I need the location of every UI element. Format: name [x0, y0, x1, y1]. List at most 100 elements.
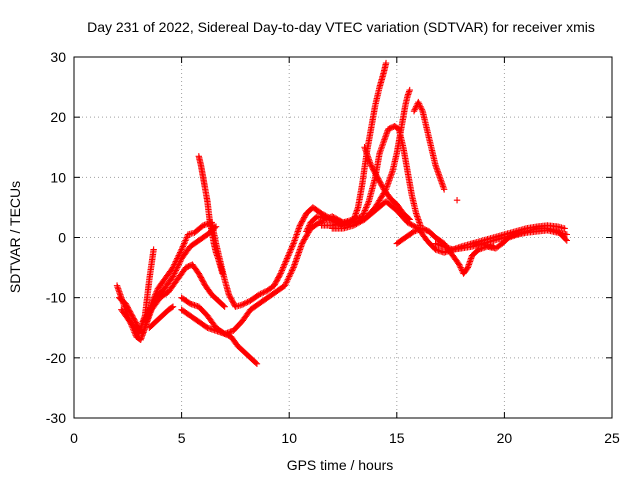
data-point [405, 215, 412, 222]
data-point [284, 253, 291, 261]
y-tick-label: -10 [46, 290, 66, 306]
data-point [303, 228, 310, 235]
data-point [169, 303, 177, 310]
data-point [176, 258, 184, 265]
data-point [171, 270, 178, 277]
data-point [561, 225, 568, 232]
y-tick-label: 10 [50, 169, 66, 185]
data-point [362, 205, 369, 213]
data-point [211, 224, 219, 231]
data-point [170, 271, 177, 279]
data-point [457, 264, 464, 271]
data-point [241, 300, 248, 307]
data-point [286, 249, 293, 256]
data-point [258, 290, 266, 297]
y-tick-label: 30 [50, 49, 66, 65]
data-point [172, 267, 180, 274]
data-point [357, 218, 364, 225]
data-point [174, 264, 181, 271]
data-point [253, 360, 261, 368]
data-point [281, 282, 289, 289]
data-point [410, 107, 418, 115]
data-point [278, 268, 285, 276]
data-point [563, 231, 571, 238]
data-point [287, 247, 294, 255]
data-point [299, 238, 307, 246]
data-points [113, 59, 571, 368]
data-point [169, 273, 177, 280]
data-point [180, 241, 187, 249]
data-point [175, 261, 182, 268]
data-point [176, 249, 184, 256]
x-axis-label: GPS time / hours [287, 457, 394, 473]
data-point [283, 279, 290, 286]
data-point [409, 222, 417, 229]
data-point [415, 98, 422, 106]
data-point [406, 216, 413, 223]
axis-ticks: 0 5 10 15 20 25 -30 -20 -10 0 10 20 30 [46, 49, 620, 446]
y-tick-label: 0 [58, 230, 66, 246]
data-point [415, 100, 423, 107]
data-point [289, 265, 296, 273]
data-point [276, 271, 284, 279]
data-point [221, 303, 228, 310]
x-tick-label: 0 [70, 430, 78, 446]
data-point [304, 225, 312, 232]
data-point [173, 265, 180, 273]
data-point [286, 273, 293, 280]
x-tick-label: 10 [281, 430, 297, 446]
data-point [364, 201, 371, 208]
data-point [418, 106, 426, 113]
x-tick-label: 20 [497, 430, 513, 446]
data-point [289, 241, 297, 249]
data-point [350, 222, 357, 229]
y-tick-label: 20 [50, 109, 66, 125]
data-point [171, 268, 179, 276]
data-point [284, 276, 291, 283]
data-point [363, 202, 371, 210]
data-point [453, 196, 461, 204]
data-point [301, 236, 308, 243]
data-point [260, 289, 267, 296]
data-point [463, 265, 471, 272]
data-point [288, 268, 295, 276]
data-point [412, 104, 419, 112]
data-point [168, 304, 176, 311]
data-point [177, 247, 185, 255]
data-point [255, 291, 263, 298]
data-point [178, 246, 185, 253]
data-point [279, 264, 287, 271]
grid [74, 57, 612, 418]
data-point [353, 220, 360, 228]
data-point [411, 106, 418, 113]
data-point [303, 226, 311, 234]
data-point [361, 208, 368, 216]
data-point [289, 243, 296, 250]
data-point [277, 270, 284, 277]
data-point [440, 186, 448, 193]
data-point [283, 256, 290, 264]
data-point [181, 238, 189, 246]
data-point [302, 234, 309, 242]
data-point [257, 290, 264, 298]
data-point [563, 237, 571, 244]
data-point [176, 259, 183, 267]
data-point [244, 298, 251, 306]
data-point [285, 250, 293, 258]
data-point [354, 220, 361, 227]
data-point [351, 221, 359, 228]
data-point [261, 288, 269, 296]
x-tick-label: 25 [604, 430, 620, 446]
data-point [298, 240, 306, 247]
data-point [306, 222, 313, 229]
data-point [408, 221, 415, 228]
data-point [283, 277, 291, 285]
data-point [179, 243, 187, 250]
y-tick-label: -20 [46, 350, 66, 366]
data-point [458, 265, 465, 273]
data-point [361, 207, 369, 214]
data-point [287, 246, 295, 253]
data-point [287, 270, 294, 277]
